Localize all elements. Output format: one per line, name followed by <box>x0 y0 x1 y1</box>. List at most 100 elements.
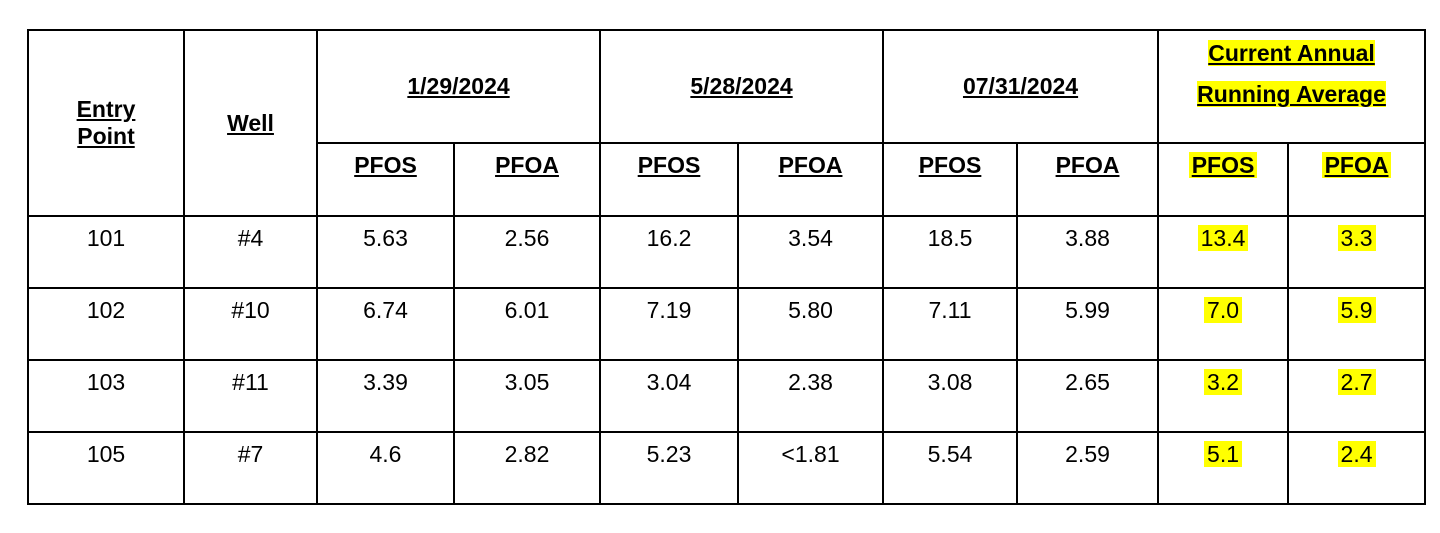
data-cell: 5.63 <box>316 215 455 289</box>
cell-text: 13.4 <box>1197 225 1249 251</box>
subheader-text: PFOS <box>354 152 417 178</box>
cell-text: 103 <box>86 369 126 395</box>
data-cell: 5.54 <box>882 431 1019 505</box>
data-cell: 5.80 <box>737 287 885 361</box>
header-cell: 5/28/2024 <box>599 29 885 144</box>
cell-text: #7 <box>237 441 264 467</box>
header-row: Entry Point Well 1/29/2024 5/28/2024 07/… <box>27 29 1427 217</box>
cell-text: 2.82 <box>504 441 550 467</box>
cell-text: <1.81 <box>781 441 840 467</box>
data-cell: 6.74 <box>316 287 455 361</box>
cell-text: 3.3 <box>1337 225 1376 251</box>
subheader-text: PFOA <box>778 152 843 178</box>
data-cell: #4 <box>183 215 318 289</box>
data-cell: 3.08 <box>882 359 1019 433</box>
cell-text: 16.2 <box>646 225 692 251</box>
cell-text: 2.59 <box>1065 441 1110 467</box>
data-cell: 3.05 <box>452 359 602 433</box>
cell-text: 3.04 <box>646 369 692 395</box>
cell-text: 105 <box>86 441 126 467</box>
subheader-cell: PFOA <box>737 142 885 217</box>
subheader-cell: PFOS <box>316 142 455 217</box>
subheader-text: PFOS <box>637 152 701 178</box>
cell-text: 3.08 <box>927 369 973 395</box>
subheader-text: PFOS <box>1188 152 1258 178</box>
date-header: 1/29/2024 <box>407 73 510 99</box>
subheader-row: PFOS PFOA PFOS PFOA PFOS PFOA PFOS PFOA <box>28 142 1427 217</box>
data-cell: 2.38 <box>737 359 885 433</box>
data-cell: 7.19 <box>599 287 740 361</box>
table-body: Entry Point Well 1/29/2024 5/28/2024 07/… <box>27 29 1427 505</box>
data-cell: 7.0 <box>1157 287 1290 361</box>
data-cell: #10 <box>183 287 318 361</box>
data-cell: 3.3 <box>1287 215 1427 289</box>
data-cell: 13.4 <box>1157 215 1290 289</box>
data-cell: 105 <box>27 431 185 505</box>
data-cell: 102 <box>27 287 185 361</box>
average-header: Current Annual Running Average <box>1197 40 1386 108</box>
data-cell: 5.1 <box>1157 431 1290 505</box>
cell-text: #10 <box>231 297 270 323</box>
cell-text: 5.9 <box>1337 297 1376 323</box>
cell-text: 7.0 <box>1204 297 1243 323</box>
date-header: 5/28/2024 <box>690 73 793 99</box>
subheader-text: PFOA <box>495 152 559 178</box>
header-cell: Entry Point <box>27 29 185 217</box>
data-cell: 5.23 <box>599 431 740 505</box>
subheader-cell: PFOS <box>882 142 1019 217</box>
cell-text: 3.54 <box>788 225 833 251</box>
cell-text: 3.05 <box>504 369 550 395</box>
data-row: 103 #11 3.39 3.05 3.04 2.38 3.08 2.65 3.2 2.7 <box>27 359 1427 433</box>
cell-text: 5.23 <box>646 441 692 467</box>
date-header: 07/31/2024 <box>962 73 1079 99</box>
data-cell: 3.88 <box>1016 215 1160 289</box>
data-row: 101 #4 5.63 2.56 16.2 3.54 18.5 3.88 13.4 3.3 <box>27 215 1427 289</box>
cell-text: 7.11 <box>928 297 972 323</box>
cell-text: 3.88 <box>1065 225 1110 251</box>
cell-text: 4.6 <box>369 441 402 467</box>
data-cell: 2.65 <box>1016 359 1160 433</box>
subheader-text: PFOA <box>1055 152 1120 178</box>
header-text: Well <box>227 109 274 136</box>
data-cell: 5.99 <box>1016 287 1160 361</box>
cell-text: #4 <box>237 225 264 251</box>
data-cell: 2.56 <box>452 215 602 289</box>
data-cell: 103 <box>27 359 185 433</box>
data-cell: <1.81 <box>737 431 885 505</box>
cell-text: 3.39 <box>363 369 408 395</box>
data-cell: 2.59 <box>1016 431 1160 505</box>
cell-text: 2.38 <box>788 369 833 395</box>
cell-text: 102 <box>86 297 126 323</box>
subheader-cell: PFOA <box>1016 142 1160 217</box>
header-cell: Well <box>183 29 318 217</box>
subheader-cell: PFOS <box>599 142 740 217</box>
data-table: Entry Point Well 1/29/2024 5/28/2024 07/… <box>27 29 1427 505</box>
data-cell: #7 <box>183 431 318 505</box>
data-cell: 4.6 <box>316 431 455 505</box>
cell-text: 2.56 <box>504 225 550 251</box>
header-text: Entry Point <box>76 96 136 149</box>
cell-text: 6.01 <box>504 297 550 323</box>
data-cell: 3.04 <box>599 359 740 433</box>
cell-text: 7.19 <box>646 297 692 323</box>
subheader-cell: PFOA <box>1287 142 1427 217</box>
data-cell: 3.39 <box>316 359 455 433</box>
data-cell: 16.2 <box>599 215 740 289</box>
data-cell: 2.4 <box>1287 431 1427 505</box>
header-cell: 07/31/2024 <box>882 29 1160 144</box>
data-row: 102 #10 6.74 6.01 7.19 5.80 7.11 5.99 7.0 5.9 <box>27 287 1427 361</box>
data-cell: 3.54 <box>737 215 885 289</box>
cell-text: 101 <box>86 225 126 251</box>
cell-text: 2.4 <box>1337 441 1376 467</box>
cell-text: 5.99 <box>1065 297 1110 323</box>
header-cell: Current Annual Running Average <box>1157 29 1427 144</box>
cell-text: 5.63 <box>363 225 408 251</box>
cell-text: 5.80 <box>788 297 833 323</box>
data-row: 105 #7 4.6 2.82 5.23 <1.81 5.54 2.59 5.1 2.4 <box>27 431 1427 505</box>
subheader-text: PFOA <box>1321 152 1392 178</box>
data-cell: #11 <box>183 359 318 433</box>
cell-text: #11 <box>232 369 269 395</box>
cell-text: 2.7 <box>1337 369 1376 395</box>
cell-text: 6.74 <box>363 297 408 323</box>
